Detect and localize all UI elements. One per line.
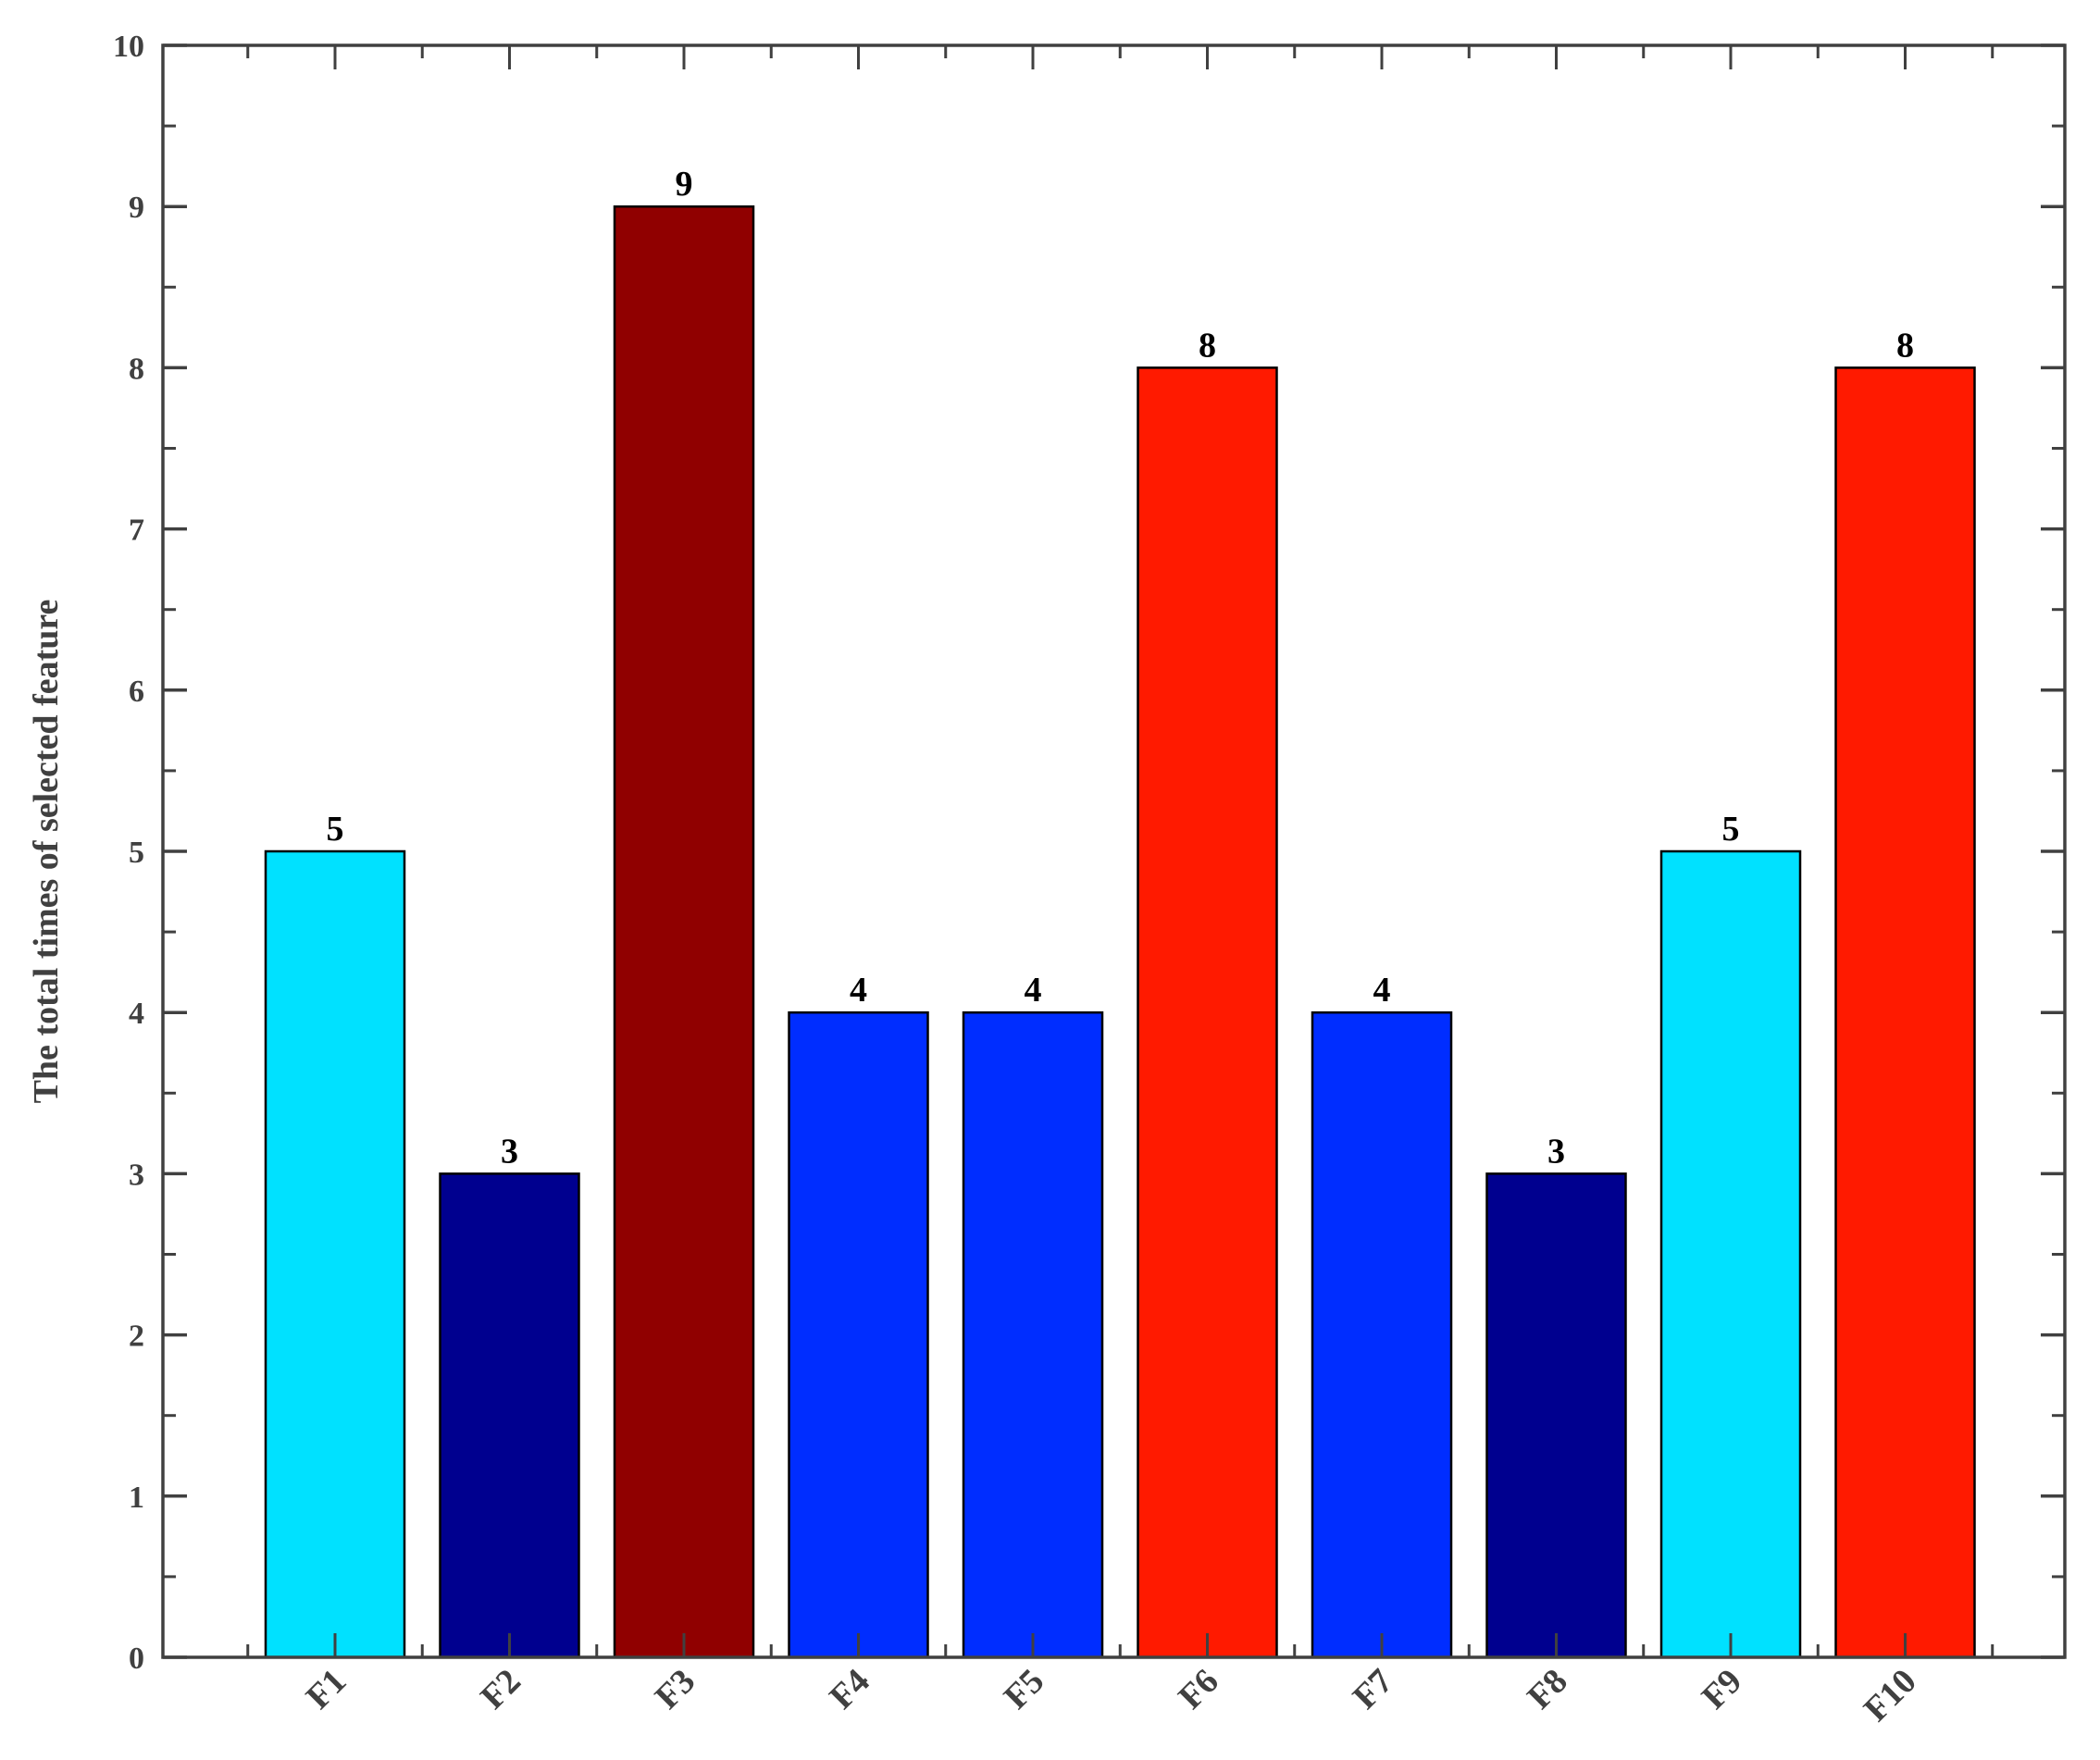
x-tick-label-f6: F6 (1171, 1662, 1226, 1717)
x-tick-label-f7: F7 (1346, 1662, 1401, 1717)
axes-layer (161, 43, 2067, 1659)
y-tick-label: 1 (129, 1481, 144, 1515)
data-label-f10: 8 (1896, 326, 1914, 365)
bar-f4 (788, 1010, 929, 1659)
x-tick-label-f9: F9 (1695, 1662, 1750, 1717)
y-tick-label: 8 (129, 352, 144, 386)
y-tick-label: 5 (129, 836, 144, 870)
y-tick-label: 4 (129, 997, 144, 1031)
y-tick-label: 3 (129, 1158, 144, 1192)
data-label-f3: 9 (676, 165, 693, 204)
x-tick-label-f1: F1 (299, 1662, 354, 1717)
y-tick-label: 9 (129, 191, 144, 225)
x-tick-label-f10: F10 (1857, 1662, 1924, 1729)
bar-f10 (1834, 366, 1976, 1659)
bar-f1 (264, 849, 406, 1659)
data-label-f1: 5 (327, 810, 344, 849)
y-tick-label: 7 (129, 514, 144, 548)
bar-f5 (962, 1010, 1104, 1659)
bar-f6 (1137, 366, 1278, 1659)
bar-f9 (1659, 849, 1802, 1659)
x-tick-label-f2: F2 (473, 1662, 528, 1717)
x-tick-label-f5: F5 (997, 1662, 1052, 1717)
y-axis-label: The total times of selected feature (27, 600, 66, 1104)
y-tick-label: 10 (113, 30, 144, 64)
data-label-f6: 8 (1199, 326, 1216, 365)
y-tick-label: 6 (129, 675, 144, 709)
bar-f2 (439, 1172, 580, 1659)
bar-f3 (613, 205, 755, 1659)
data-label-f2: 3 (501, 1132, 518, 1171)
bar-f7 (1311, 1010, 1453, 1659)
x-tick-label-f3: F3 (648, 1662, 703, 1717)
data-label-f7: 4 (1373, 971, 1391, 1010)
x-tick-label-f4: F4 (822, 1662, 877, 1717)
y-tick-label: 0 (129, 1642, 144, 1676)
data-label-f5: 4 (1025, 971, 1042, 1010)
bar-f8 (1485, 1172, 1627, 1659)
data-label-f4: 4 (850, 971, 867, 1010)
x-tick-label-f8: F8 (1520, 1662, 1575, 1717)
bars-layer (264, 205, 1976, 1659)
y-tick-label: 2 (129, 1320, 144, 1354)
data-label-f8: 3 (1547, 1132, 1565, 1171)
data-label-f9: 5 (1722, 810, 1740, 849)
